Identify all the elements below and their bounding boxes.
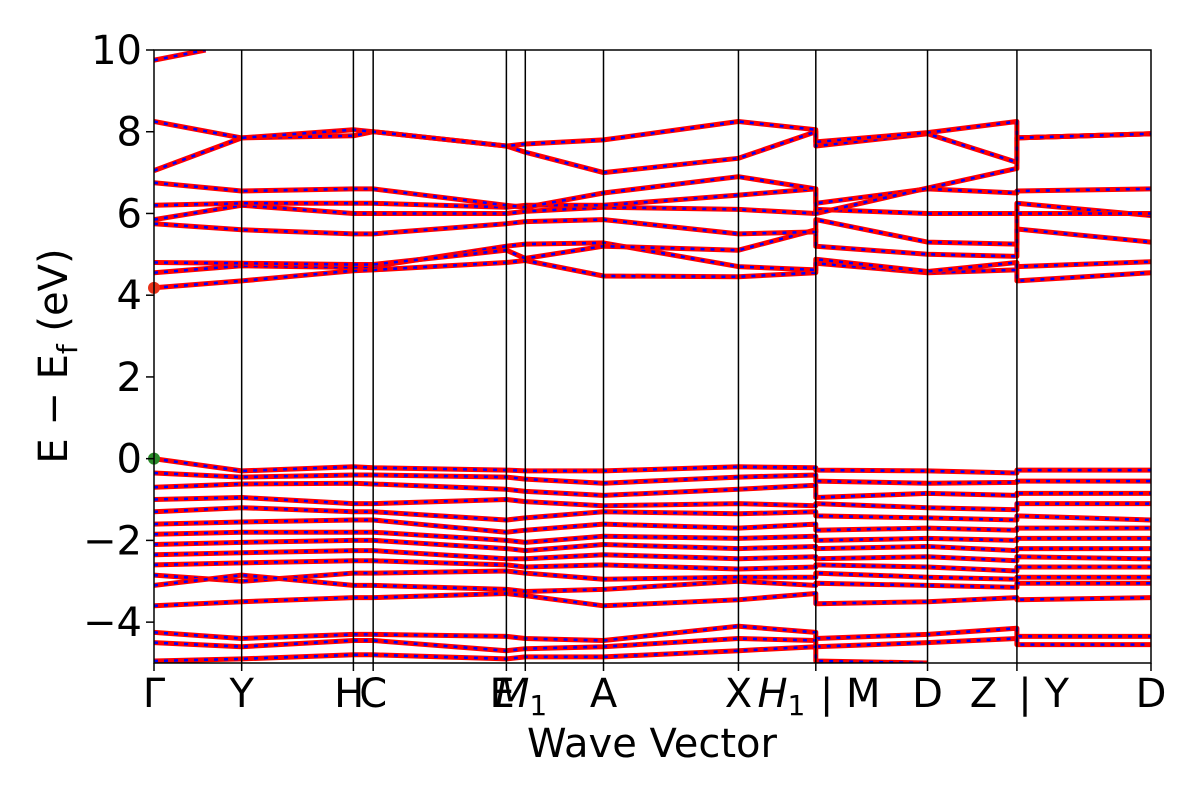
band-line-band-v1 [154, 456, 1151, 476]
band-dash-band-c2 [154, 241, 1151, 274]
band-line-band-c10 [154, 50, 207, 63]
x-tick-label: D [912, 671, 943, 717]
band-dash-band-v10 [154, 559, 1151, 573]
x-tick-label: X [725, 671, 752, 717]
band-dash-band-v8 [154, 539, 1151, 552]
band-dash-band-v15 [154, 637, 1151, 652]
y-tick-label: 2 [117, 355, 142, 401]
y-axis-ticks: −4 −2 0 2 4 6 8 10 [83, 28, 154, 646]
plot-frame [153, 49, 1152, 664]
band-dash-band-c1 [154, 259, 1151, 290]
y-axis-label: E − Ef (eV) [31, 248, 84, 463]
x-tick-label: C [359, 671, 387, 717]
band-dash-band-v5 [154, 506, 1151, 522]
band-dash-band-c10 [154, 50, 206, 62]
x-tick-label: Γ [143, 671, 166, 717]
y-tick-label: −4 [83, 600, 142, 646]
y-tick-label: −2 [83, 518, 142, 564]
band-dash-band-v3 [154, 481, 1151, 499]
band-dash-band-v1 [154, 457, 1151, 475]
band-dash-band-c3 [154, 227, 1151, 266]
x-tick-label: H1 [757, 671, 805, 722]
band-dash-band-v13 [154, 592, 1151, 608]
y-tick-label: 10 [91, 28, 142, 74]
x-tick-label: | Y [1018, 671, 1069, 717]
x-tick-label: D [1136, 671, 1167, 717]
x-tick-label: Y [228, 671, 254, 717]
y-tick-label: 4 [117, 273, 142, 319]
x-tick-label: H [334, 671, 364, 717]
band-dash-band-v14 [154, 624, 1151, 642]
band-lines [154, 50, 1151, 663]
band-line-band-v13 [154, 591, 1151, 609]
band-line-band-v15 [154, 636, 1151, 654]
x-axis-label: Wave Vector [527, 721, 778, 767]
band-dash-band-c7 [154, 132, 1151, 216]
x-tick-label: A [590, 671, 618, 717]
band-dash-band-c6 [154, 187, 1151, 209]
band-dash-band-v9 [154, 549, 1151, 563]
y-tick-label: 0 [117, 437, 142, 483]
x-tick-label: E [489, 671, 514, 717]
x-tick-label: Z [970, 671, 997, 717]
band-dash-band-c9 [154, 120, 1151, 148]
y-tick-label: 6 [117, 191, 142, 237]
band-dash-band-c4 [154, 201, 1151, 246]
band-dash-band-v2 [154, 471, 1151, 485]
band-dash-band-v12 [154, 573, 1151, 593]
band-dash-band-v7 [154, 530, 1151, 544]
x-tick-label: M1 [495, 671, 547, 722]
band-dash-band-v11 [154, 569, 1151, 583]
band-line-band-c8 [154, 129, 1151, 176]
y-tick-label: 8 [117, 110, 142, 156]
band-dash-band-v4 [154, 496, 1151, 512]
band-dash-band-v6 [154, 518, 1151, 534]
x-tick-label: | M [820, 671, 881, 717]
kpoint-divider-lines [240, 50, 1018, 663]
band-dash-band-c8 [154, 129, 1151, 174]
